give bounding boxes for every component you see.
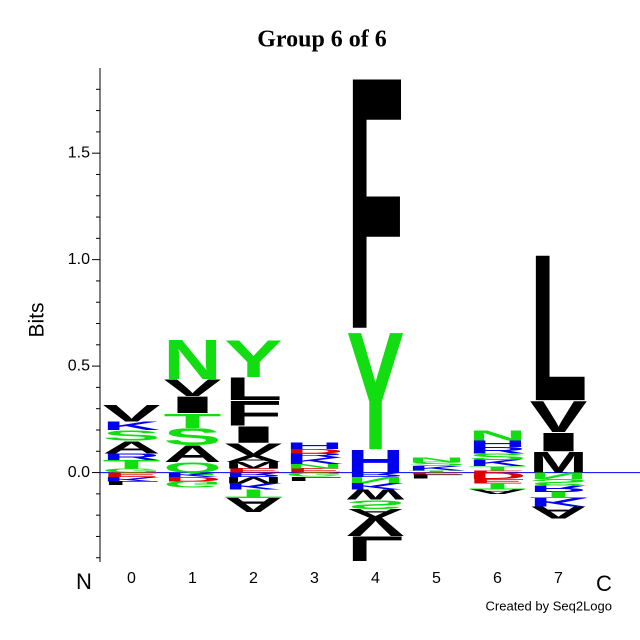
logo-letter: E <box>469 478 527 485</box>
logo-letter: T <box>469 481 527 491</box>
logo-letter: T <box>530 490 588 500</box>
logo-letter: E <box>286 467 344 474</box>
logo-letter: D <box>285 448 343 455</box>
logo-letter: M <box>530 447 588 480</box>
logo-letter: H <box>468 439 526 449</box>
logo-letter: L <box>225 371 283 407</box>
logo-letter: A <box>164 440 222 467</box>
logo-letter: K <box>224 481 282 491</box>
x-tick-label: 2 <box>249 570 258 587</box>
logo-letter: T <box>164 409 222 432</box>
logo-letter: A <box>224 454 282 464</box>
logo-letter: K <box>102 475 160 482</box>
logo-letter: N <box>285 463 343 470</box>
logo-letter: N <box>529 471 587 481</box>
logo-letter: S <box>408 461 466 468</box>
logo-letter: A <box>103 438 161 458</box>
y-tick-label: 1.5 <box>68 144 90 161</box>
logo-letter: I <box>530 427 588 457</box>
x-tick-label: 3 <box>310 570 319 587</box>
x-tick-label: 7 <box>554 570 563 587</box>
logo-letter: S <box>469 452 527 462</box>
logo-letter: H <box>285 441 343 451</box>
logo-letter: R <box>102 452 160 462</box>
logo-letter: V <box>103 401 161 427</box>
logo-letter: A <box>468 488 526 495</box>
logo-letter: D <box>163 475 221 482</box>
logo-letter: S <box>103 428 161 444</box>
logo-letter: T <box>408 470 466 473</box>
y-axis-label: Bits <box>26 302 49 337</box>
logo-letter: V <box>530 392 588 442</box>
logo-letter: R <box>224 471 282 478</box>
logo-letter: N <box>407 457 465 464</box>
logo-letter: K <box>285 456 343 466</box>
logo-letter: Y <box>225 329 283 388</box>
logo-letter: Y <box>347 298 405 485</box>
logo-letter: V <box>164 375 222 401</box>
logo-letter: R <box>468 445 526 455</box>
logo-letter: K <box>346 481 404 491</box>
logo-letter: M <box>225 460 283 470</box>
logo-letter: K <box>407 465 465 472</box>
logo-letter: F <box>347 1 405 404</box>
y-tick-label: 0.0 <box>68 464 90 481</box>
logo-letter: E <box>225 467 283 474</box>
logo-letter: R <box>529 483 587 493</box>
credit: Created by Seq2Logo <box>486 598 612 613</box>
logo-letter: T <box>468 465 526 472</box>
logo-letter: V <box>347 511 405 541</box>
logo-letter: V <box>225 440 283 460</box>
x-tick-label: 6 <box>493 570 502 587</box>
x-tick-label: 4 <box>371 570 380 587</box>
logo-letter: N <box>468 428 526 444</box>
logo-letter: K <box>103 419 161 432</box>
x-tick-label: 0 <box>127 570 136 587</box>
logo-letter: E <box>408 472 466 475</box>
logo-letter: T <box>225 487 283 500</box>
logo-letter: A <box>530 503 588 523</box>
logo-letter: R <box>285 452 343 459</box>
logo-letter: L <box>407 473 465 480</box>
logo-letter: L <box>285 476 343 483</box>
logo-letter: S <box>530 477 588 487</box>
c-terminus-label: C <box>596 571 612 596</box>
logo-letter: E <box>103 471 161 478</box>
logo-letter: G <box>164 479 222 489</box>
logo-letter: Q <box>164 459 222 476</box>
logo-letter: K <box>530 495 588 508</box>
logo-letter: F <box>225 394 283 434</box>
logo-letter: K <box>163 471 221 478</box>
logo-letter: I <box>225 422 283 448</box>
chart-title: Group 6 of 6 <box>257 27 387 53</box>
logo-letter: G <box>103 467 161 474</box>
n-terminus-label: N <box>76 569 92 594</box>
logo-letter: I <box>164 392 222 418</box>
logo-letter: N <box>346 475 404 485</box>
logo-letter: L <box>102 480 160 487</box>
x-tick-label: 5 <box>432 570 441 587</box>
logo-letter: K <box>468 458 526 468</box>
logo-letter: L <box>530 209 588 445</box>
logo-letter: M <box>225 475 283 485</box>
logo-letter: W <box>347 486 405 502</box>
x-tick-label: 1 <box>188 570 197 587</box>
logo-letter: A <box>225 494 283 517</box>
logo-letter: D <box>468 471 526 481</box>
logo-letter: G <box>286 471 344 478</box>
logo-letter: T <box>103 458 161 471</box>
logo-letter: N <box>164 328 222 391</box>
logo-letter: H <box>346 443 404 479</box>
y-tick-label: 0.5 <box>68 357 90 374</box>
logo-letter: S <box>164 423 222 450</box>
y-tick-label: 1.0 <box>68 251 90 268</box>
logo-letter: A <box>347 506 405 519</box>
logo-letter: E <box>469 470 527 473</box>
logo-letter: R <box>346 471 404 478</box>
logo-letter: L <box>347 529 405 569</box>
logo-letter: S <box>346 498 404 511</box>
